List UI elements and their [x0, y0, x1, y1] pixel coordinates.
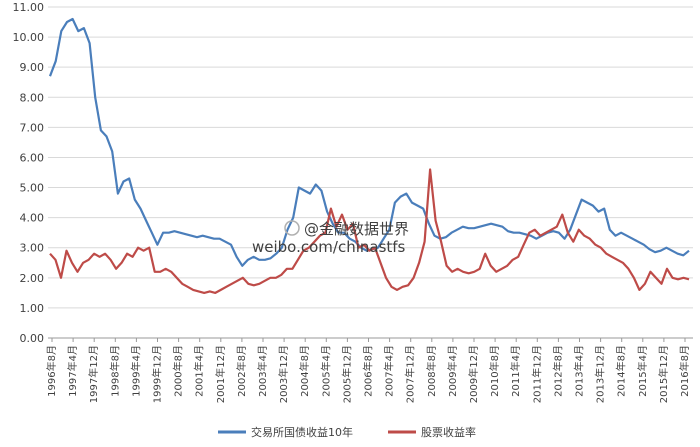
x-tick-label: 2015年12月	[657, 345, 670, 403]
x-tick-label: 2015年4月	[636, 345, 649, 397]
legend: 交易所国债收益10年 股票收益率	[218, 425, 476, 439]
y-tick-label: 3.00	[20, 242, 45, 255]
watermark: @金融数据世界 weibo.com/chinastfs	[252, 220, 409, 256]
x-tick-label: 2005年4月	[319, 345, 332, 397]
x-tick-label: 2000年8月	[172, 345, 185, 397]
gridlines	[48, 6, 693, 339]
x-tick-label: 1998年8月	[108, 345, 121, 397]
x-tick-label: 2001年12月	[214, 345, 227, 403]
x-tick-label: 2012年8月	[551, 345, 564, 397]
x-tick-label: 2004年8月	[298, 345, 311, 397]
y-tick-label: 11.00	[13, 1, 45, 14]
x-tick-label: 2006年8月	[362, 345, 375, 397]
weibo-logo-icon	[284, 220, 300, 236]
x-tick-label: 2013年12月	[594, 345, 607, 403]
y-tick-label: 5.00	[20, 182, 45, 195]
x-tick-label: 2007年12月	[404, 345, 417, 403]
x-tick-label: 2003年12月	[277, 345, 290, 403]
x-tick-label: 2013年4月	[573, 345, 586, 397]
x-tick-label: 2011年4月	[509, 345, 522, 397]
x-tick-label: 2003年4月	[256, 345, 269, 397]
x-tick-label: 2001年4月	[193, 345, 206, 397]
x-tick-label: 2014年8月	[615, 345, 628, 397]
y-tick-label: 9.00	[20, 61, 45, 74]
x-tick-label: 1999年12月	[151, 345, 164, 403]
x-tick-label: 2005年12月	[340, 345, 353, 403]
x-tick-label: 2009年12月	[467, 345, 480, 403]
series-lines	[48, 17, 690, 294]
y-tick-label: 4.00	[20, 212, 45, 225]
x-tick-label: 2016年8月	[678, 345, 691, 397]
y-tick-label: 1.00	[20, 302, 45, 315]
x-tick-label: 1996年8月	[45, 345, 58, 397]
watermark-handle: @金融数据世界	[304, 220, 409, 238]
x-tick-label: 1997年12月	[87, 345, 100, 403]
y-axis-ticks: 0.00 1.00 2.00 3.00 4.00 5.00 6.00 7.00 8.00 9.00…	[13, 1, 45, 345]
legend-label-2: 股票收益率	[421, 425, 476, 439]
series-line-2	[49, 168, 690, 294]
x-tick-label: 2009年4月	[446, 345, 459, 397]
y-tick-label: 2.00	[20, 272, 45, 285]
x-tick-label: 2007年4月	[383, 345, 396, 397]
watermark-url: weibo.com/chinastfs	[252, 238, 406, 256]
legend-label-1: 交易所国债收益10年	[251, 425, 353, 439]
y-tick-label: 10.00	[13, 31, 45, 44]
x-tick-label: 2011年12月	[530, 345, 543, 403]
x-tick-label: 2002年8月	[235, 345, 248, 397]
y-tick-label: 0.00	[20, 332, 45, 345]
y-tick-label: 8.00	[20, 91, 45, 104]
y-tick-label: 7.00	[20, 121, 45, 134]
x-tick-label: 2008年8月	[425, 345, 438, 397]
x-tick-label: 1999年4月	[129, 345, 142, 397]
y-tick-label: 6.00	[20, 151, 45, 164]
x-tick-label: 1997年4月	[66, 345, 79, 397]
x-tick-label: 2010年8月	[488, 345, 501, 397]
x-axis-ticks: 1996年8月 1997年4月 1997年12月 1998年8月 1999年4月 1999…	[45, 338, 691, 403]
